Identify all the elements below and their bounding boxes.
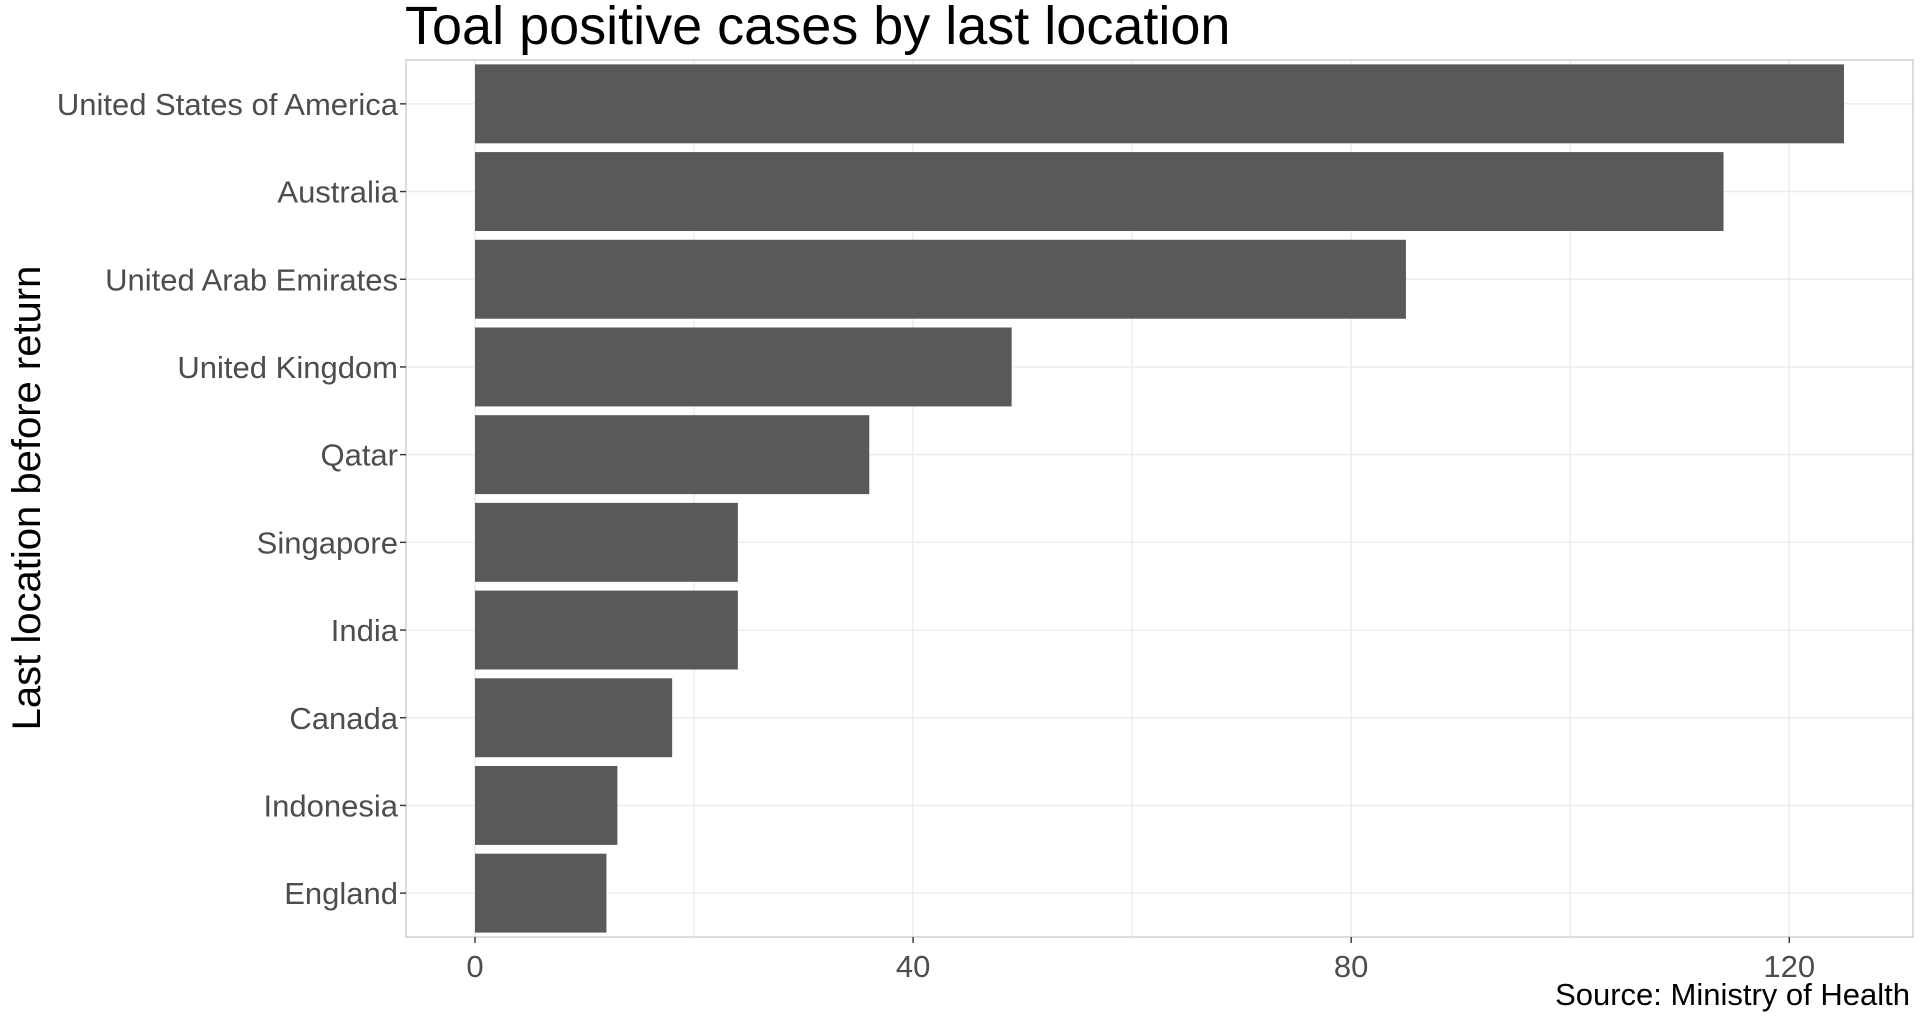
y-tick-label: Australia — [277, 175, 398, 210]
axis-ticks — [400, 103, 1790, 943]
bars — [474, 64, 1845, 933]
y-tick-label: Canada — [289, 701, 398, 736]
x-tick-label: 40 — [896, 949, 930, 984]
bar — [474, 239, 1406, 319]
bar — [474, 678, 673, 758]
y-tick-label: Indonesia — [264, 788, 399, 823]
bar — [474, 152, 1724, 232]
y-tick-label: India — [331, 613, 399, 648]
bar — [474, 853, 607, 933]
y-tick-label: United Arab Emirates — [105, 262, 398, 297]
y-tick-label: United Kingdom — [177, 350, 398, 385]
x-tick-label: 120 — [1763, 949, 1815, 984]
x-tick-label: 80 — [1334, 949, 1368, 984]
y-tick-label: Singapore — [257, 525, 398, 560]
source-caption: Source: Ministry of Health — [1555, 977, 1910, 1012]
y-tick-labels: United States of America Australia United … — [57, 87, 399, 911]
chart-title: Toal positive cases by last location — [405, 0, 1230, 56]
bar — [474, 765, 618, 845]
bar — [474, 502, 738, 582]
y-tick-label: United States of America — [57, 87, 399, 122]
x-tick-label: 0 — [466, 949, 483, 984]
bar — [474, 415, 870, 495]
bar — [474, 590, 738, 670]
panel-border — [405, 59, 1914, 938]
y-axis-title: Last location before return — [5, 266, 49, 731]
y-tick-label: England — [284, 876, 398, 911]
x-tick-labels: 0 40 80 120 — [466, 949, 1815, 984]
bar — [474, 327, 1012, 407]
y-tick-label: Qatar — [320, 438, 398, 473]
bar — [474, 64, 1845, 144]
